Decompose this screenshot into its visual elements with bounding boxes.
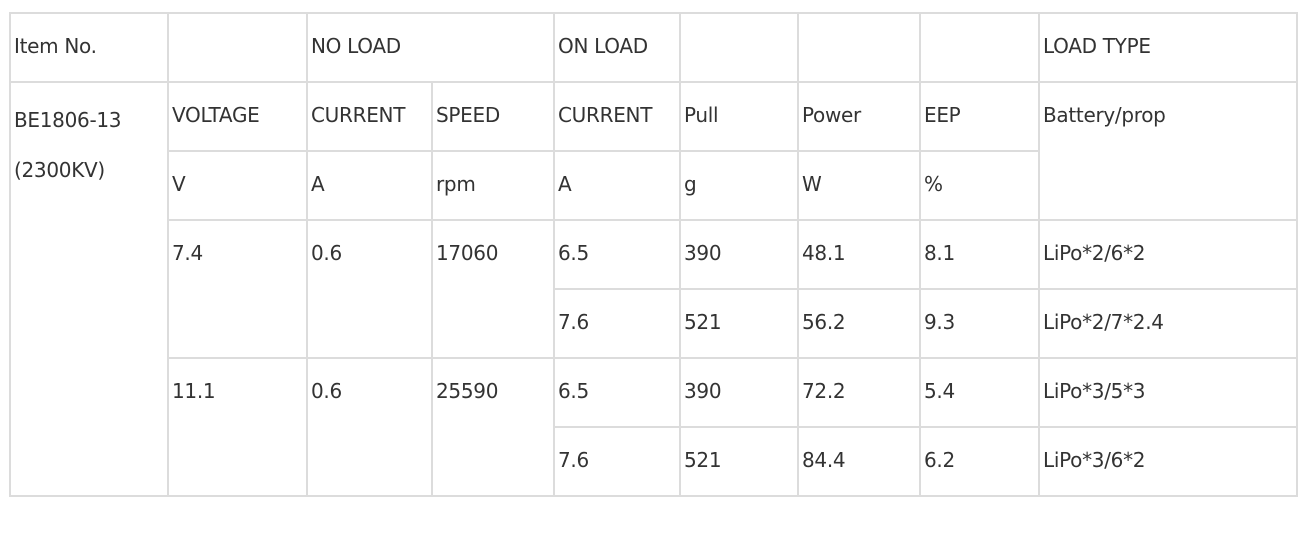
pull-cell: 390 [679,357,799,428]
motor-spec-table: Item No. NO LOAD ON LOAD LOAD TYPE BE180… [9,12,1298,497]
load-type-header: LOAD TYPE [1038,12,1298,83]
power-cell: 48.1 [797,219,921,290]
empty-cell [919,12,1040,83]
load-cell: LiPo*2/7*2.4 [1038,288,1298,359]
item-cell: BE1806-13 (2300KV) [9,81,169,497]
unit-pull: g [679,150,799,221]
unit-speed: rpm [431,150,555,221]
table-row: 7.6 521 84.4 6.2 LiPo*3/6*2 [10,426,1298,497]
col-eep: EEP [919,81,1040,152]
onload-current-cell: 6.5 [553,357,681,428]
table-row: 7.6 521 56.2 9.3 LiPo*2/7*2.4 [10,288,1298,359]
col-noload-current: CURRENT [306,81,433,152]
onload-current-cell: 7.6 [553,426,681,497]
table-row: 7.4 0.6 17060 6.5 390 48.1 8.1 LiPo*2/6*… [10,219,1298,359]
pull-cell: 521 [679,426,799,497]
column-header-row: BE1806-13 (2300KV) VOLTAGE CURRENT SPEED … [9,81,1298,497]
item-kv: (2300KV) [14,158,105,182]
col-onload-current: CURRENT [553,81,681,152]
unit-voltage: V [167,150,308,221]
eep-cell: 8.1 [919,219,1040,290]
power-cell: 72.2 [797,357,921,428]
col-voltage: VOLTAGE [167,81,308,152]
pull-cell: 390 [679,219,799,290]
onload-current-cell: 7.6 [553,288,681,359]
col-speed: SPEED [431,81,555,152]
speed-cell: 25590 [431,357,555,497]
table-row: 11.1 0.6 25590 6.5 390 72.2 5.4 LiPo*3/5… [10,357,1298,497]
voltage-cell: 11.1 [167,357,308,497]
onload-current-cell: 6.5 [553,219,681,290]
voltage-cell: 7.4 [167,219,308,359]
eep-cell: 5.4 [919,357,1040,428]
noload-current-cell: 0.6 [306,357,433,497]
eep-cell: 9.3 [919,288,1040,359]
units-row: V A rpm A g W % [10,150,1297,221]
speed-cell: 17060 [431,219,555,359]
load-cell: LiPo*3/5*3 [1038,357,1298,428]
empty-cell [679,12,799,83]
load-cell: LiPo*3/6*2 [1038,426,1298,497]
no-load-header: NO LOAD [306,12,555,83]
unit-onload-current: A [553,150,681,221]
col-pull: Pull [679,81,799,152]
col-battery-prop: Battery/prop [1038,81,1298,221]
pull-cell: 521 [679,288,799,359]
item-model: BE1806-13 [14,108,122,132]
on-load-header: ON LOAD [553,12,681,83]
power-cell: 56.2 [797,288,921,359]
unit-eep: % [919,150,1040,221]
load-cell: LiPo*2/6*2 [1038,219,1298,290]
unit-power: W [797,150,921,221]
header-row: Item No. NO LOAD ON LOAD LOAD TYPE [9,12,1298,83]
empty-cell [797,12,921,83]
eep-cell: 6.2 [919,426,1040,497]
empty-cell [167,12,308,83]
col-power: Power [797,81,921,152]
unit-current: A [306,150,433,221]
item-no-header: Item No. [9,12,169,83]
noload-current-cell: 0.6 [306,219,433,359]
power-cell: 84.4 [797,426,921,497]
